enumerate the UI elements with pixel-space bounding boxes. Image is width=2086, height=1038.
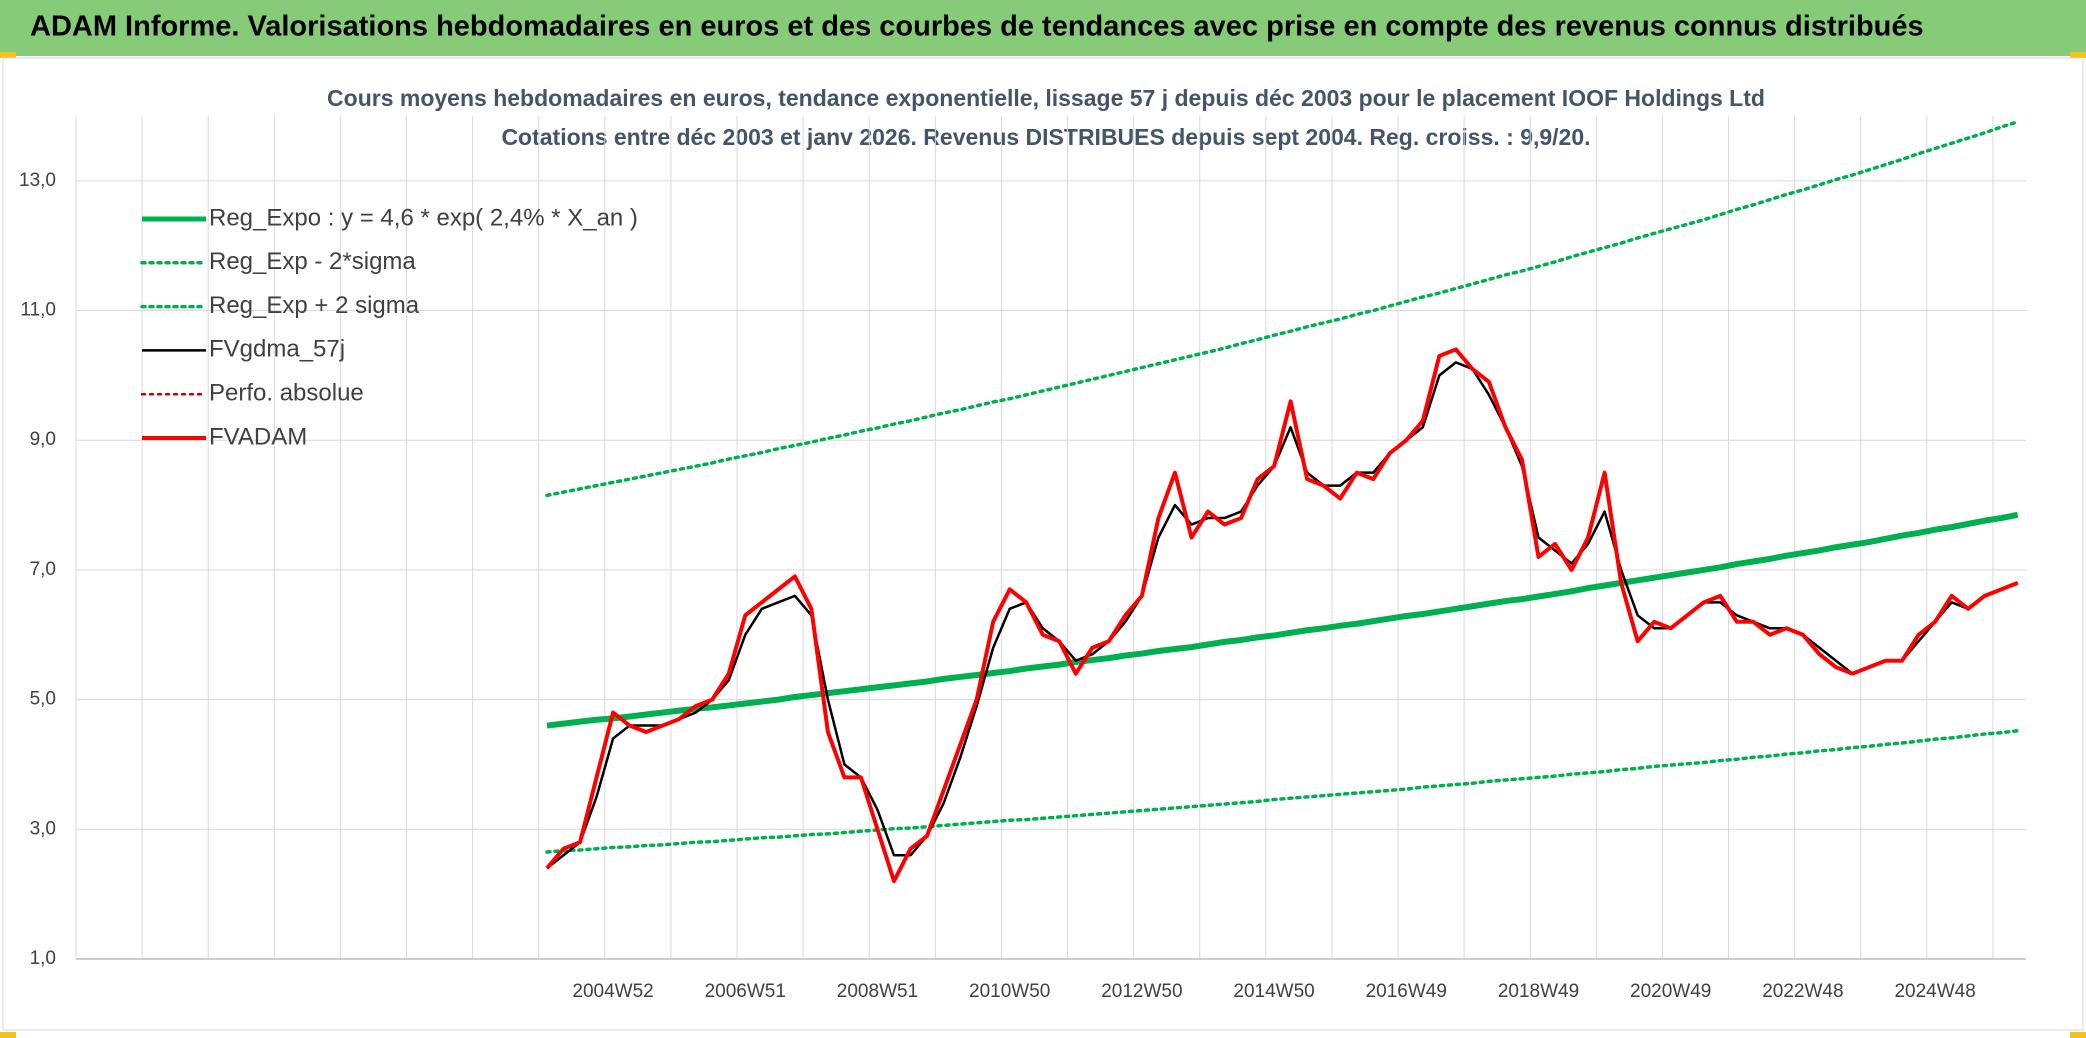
y-tick-label: 11,0 [20, 300, 56, 321]
y-tick-label: 1,0 [30, 948, 56, 969]
x-tick-label: 2016W49 [1366, 981, 1447, 1002]
page-title: ADAM Informe. Valorisations hebdomadaire… [30, 11, 1924, 43]
y-tick-label: 7,0 [30, 559, 56, 580]
y-tick-label: 9,0 [30, 429, 56, 450]
x-tick-label: 2004W52 [572, 981, 653, 1002]
x-tick-label: 2006W51 [705, 981, 786, 1002]
chart-title: Cours moyens hebdomadaires en euros, ten… [327, 85, 1765, 111]
series-line [545, 728, 2020, 854]
x-tick-label: 2020W49 [1630, 981, 1711, 1002]
series-line [546, 361, 2019, 870]
series-line [546, 511, 2019, 729]
corner [0, 52, 16, 58]
legend-label: Reg_Exp + 2 sigma [209, 292, 420, 319]
x-tick-label: 2024W48 [1894, 981, 1975, 1002]
x-tick-label: 2010W50 [969, 981, 1050, 1002]
corner [2070, 1032, 2086, 1038]
corner [2070, 52, 2086, 58]
y-tick-label: 3,0 [30, 818, 56, 839]
header-bar [0, 0, 2086, 56]
legend-label: Reg_Exp - 2*sigma [209, 248, 416, 275]
chart-subtitle: Cotations entre déc 2003 et janv 2026. R… [501, 124, 1590, 150]
x-tick-label: 2014W50 [1233, 981, 1314, 1002]
x-tick-label: 2008W51 [837, 981, 918, 1002]
legend-label: FVgdma_57j [209, 336, 345, 363]
corner [0, 1032, 16, 1038]
legend-label: Reg_Expo : y = 4,6 * exp( 2,4% * X_an ) [209, 204, 638, 231]
legend-label: Perfo. absolue [209, 380, 364, 407]
x-tick-label: 2018W49 [1498, 981, 1579, 1002]
y-tick-label: 13,0 [19, 170, 56, 191]
series-line [545, 120, 2020, 498]
y-tick-label: 5,0 [30, 689, 56, 710]
x-tick-label: 2022W48 [1762, 981, 1843, 1002]
series-line [545, 347, 2019, 884]
x-tick-label: 2012W50 [1101, 981, 1182, 1002]
legend-label: FVADAM [209, 423, 307, 450]
chart-frame [2, 57, 2084, 1031]
